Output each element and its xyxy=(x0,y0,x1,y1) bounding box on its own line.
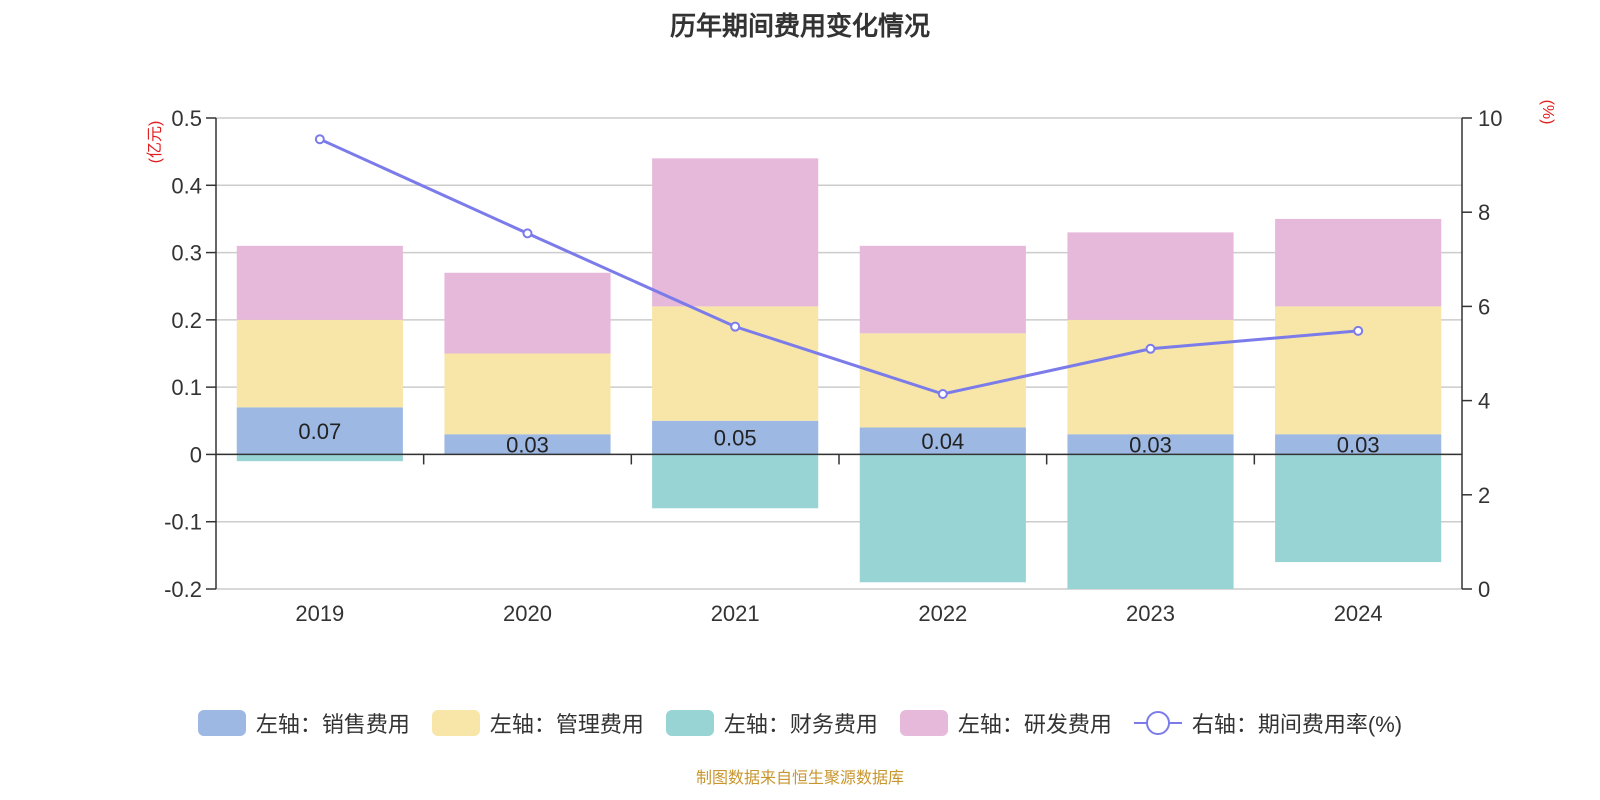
bar-finance xyxy=(859,454,1026,583)
right-tick-label: 0 xyxy=(1478,577,1490,602)
left-axis-unit: (亿元) xyxy=(146,121,164,164)
bar-sales xyxy=(652,420,819,455)
expense-chart: -0.2 -0.1 0 0.1 0.2 0.3 0.4 0.5 0 2 4 6 8 10 2019 2020 2… xyxy=(146,100,1556,626)
legend-item-sales[interactable]: 左轴：销售费用 xyxy=(197,707,410,739)
bar-admin xyxy=(1067,319,1234,435)
rate-point xyxy=(522,228,533,239)
left-tick-label: 0.5 xyxy=(171,106,202,131)
bar-sales xyxy=(1067,434,1234,455)
bar-rd xyxy=(652,158,819,307)
sales-data-label: 0.03 xyxy=(1337,432,1380,457)
legend-label-sales: 左轴：销售费用 xyxy=(255,712,410,737)
legend-item-rd[interactable]: 左轴：研发费用 xyxy=(899,707,1112,739)
sales-data-label: 0.03 xyxy=(1129,432,1172,457)
rate-point xyxy=(730,321,741,332)
legend-label-finance: 左轴：财务费用 xyxy=(723,712,878,737)
x-tick-label: 2022 xyxy=(918,601,967,626)
bar-layer xyxy=(236,158,1442,589)
sales-data-label: 0.07 xyxy=(298,419,341,444)
x-tick-label: 2020 xyxy=(503,601,552,626)
right-tick-label: 10 xyxy=(1478,106,1502,131)
rate-point xyxy=(1353,325,1364,336)
left-tick-label: -0.2 xyxy=(164,577,202,602)
chart-legend: 左轴：销售费用 左轴：管理费用 左轴：财务费用 左轴：研发费用 右轴：期间费用率… xyxy=(0,705,1600,741)
legend-item-rate[interactable]: 右轴：期间费用率(%) xyxy=(1133,707,1403,739)
left-tick-label: 0 xyxy=(190,442,202,467)
right-tick-label: 4 xyxy=(1478,389,1490,414)
legend-swatch-finance xyxy=(665,710,714,736)
chart-title: 历年期间费用变化情况 xyxy=(669,11,930,41)
left-tick-label: -0.1 xyxy=(164,510,202,535)
axis-layer: -0.2 -0.1 0 0.1 0.2 0.3 0.4 0.5 0 2 4 6 8 10 2019 2020 2… xyxy=(164,106,1502,626)
bar-finance xyxy=(1275,454,1442,563)
bar-sales xyxy=(1275,434,1442,455)
rate-point xyxy=(1145,343,1156,354)
bar-sales xyxy=(236,407,403,455)
legend-label-admin: 左轴：管理费用 xyxy=(489,712,644,737)
bar-admin xyxy=(236,319,403,408)
left-tick-label: 0.2 xyxy=(171,308,202,333)
legend-item-admin[interactable]: 左轴：管理费用 xyxy=(431,707,644,739)
bar-finance xyxy=(652,454,819,509)
left-tick-label: 0.4 xyxy=(171,173,202,198)
right-tick-label: 8 xyxy=(1478,200,1490,225)
bar-sales xyxy=(444,434,611,455)
legend-item-finance[interactable]: 左轴：财务费用 xyxy=(665,707,878,739)
x-tick-label: 2019 xyxy=(295,601,344,626)
legend-label-rate: 右轴：期间费用率(%) xyxy=(1191,712,1403,737)
bar-finance xyxy=(1067,454,1234,589)
right-tick-label: 6 xyxy=(1478,294,1490,319)
bar-finance xyxy=(236,454,403,462)
label-layer: 0.07 0.03 0.05 0.04 0.03 0.03 xyxy=(298,419,1379,457)
sales-data-label: 0.03 xyxy=(506,432,549,457)
x-tick-label: 2024 xyxy=(1334,601,1383,626)
data-source-note: 制图数据来自恒生聚源数据库 xyxy=(695,770,904,787)
bar-rd xyxy=(859,245,1026,334)
left-tick-label: 0.3 xyxy=(171,241,202,266)
legend-swatch-sales xyxy=(197,710,246,736)
rate-point xyxy=(314,134,325,145)
bar-rd xyxy=(1067,232,1234,320)
rate-point xyxy=(937,389,948,400)
sales-data-label: 0.04 xyxy=(921,429,964,454)
legend-swatch-rd xyxy=(899,710,948,736)
rate-line xyxy=(319,137,1359,396)
bar-admin xyxy=(444,353,611,435)
legend-swatch-admin xyxy=(431,710,480,736)
left-tick-label: 0.1 xyxy=(171,375,202,400)
sales-data-label: 0.05 xyxy=(714,426,757,451)
bar-rd xyxy=(444,272,611,354)
bar-rd xyxy=(236,245,403,320)
bar-sales xyxy=(859,427,1026,455)
right-tick-label: 2 xyxy=(1478,483,1490,508)
line-layer xyxy=(314,134,1364,400)
legend-label-rd: 左轴：研发费用 xyxy=(957,712,1112,737)
x-tick-label: 2023 xyxy=(1126,601,1175,626)
right-axis-unit: (%) xyxy=(1539,100,1556,125)
bar-rd xyxy=(1275,218,1442,307)
bar-admin xyxy=(1275,306,1442,435)
x-tick-label: 2021 xyxy=(711,601,760,626)
legend-swatch-rate xyxy=(1133,710,1182,736)
